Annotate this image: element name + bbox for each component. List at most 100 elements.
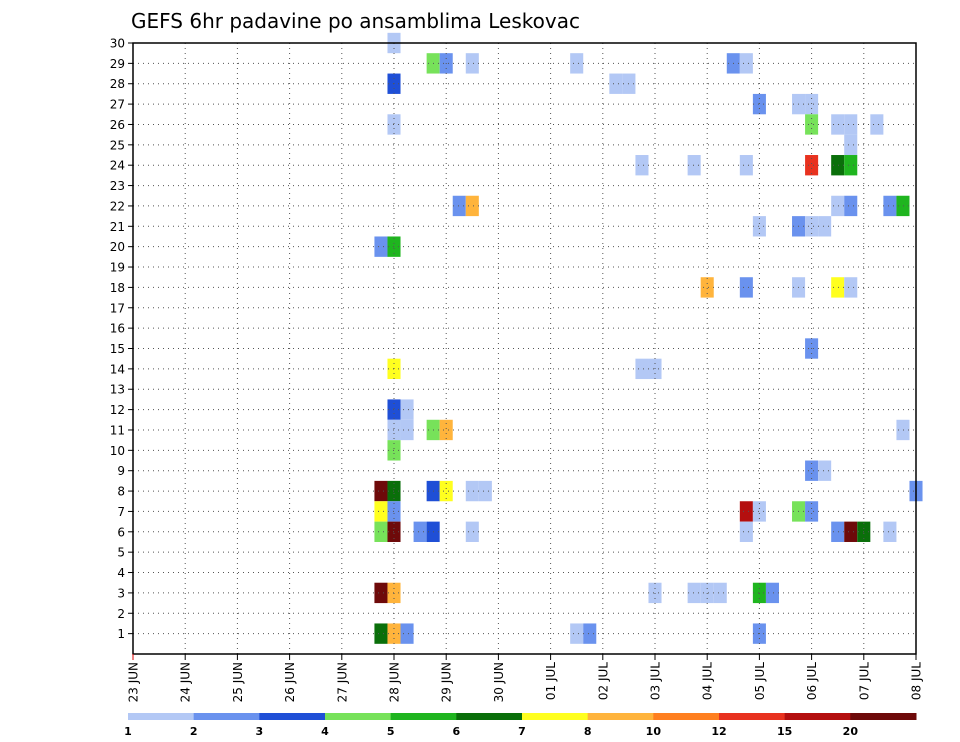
- heatmap-cell: [844, 134, 858, 156]
- x-tick-label: 28 JUN: [388, 662, 402, 702]
- heatmap-cell: [400, 623, 414, 644]
- heatmap-cell: [739, 53, 753, 74]
- heatmap-cell: [844, 521, 858, 542]
- heatmap-cell: [739, 277, 753, 298]
- heatmap-cell: [374, 236, 388, 257]
- heatmap-cell: [687, 155, 701, 176]
- x-tick-label: 05 JUL: [753, 662, 767, 700]
- x-tick-label: 03 JUL: [649, 662, 663, 700]
- heatmap-cell: [818, 460, 832, 481]
- y-tick-label: 30: [110, 37, 125, 51]
- x-tick-label: 26 JUN: [283, 662, 297, 702]
- heatmap-cell: [452, 195, 466, 217]
- y-tick-label: 20: [110, 240, 125, 254]
- heatmap-cell: [870, 114, 884, 135]
- y-tick-label: 18: [110, 281, 125, 295]
- x-tick-label: 07 JUL: [857, 662, 871, 700]
- heatmap-cell: [805, 93, 819, 115]
- heatmap-cell: [465, 195, 479, 217]
- x-tick-label: 08 JUL: [910, 662, 924, 700]
- y-tick-label: 23: [110, 179, 125, 193]
- y-axis-ticks: 1234567891011121314151617181920212223242…: [110, 37, 133, 641]
- heatmap-cell: [844, 277, 858, 298]
- y-tick-label: 2: [117, 607, 125, 621]
- y-tick-label: 12: [110, 403, 125, 417]
- colorbar-swatch: [325, 713, 392, 720]
- colorbar-label: 6: [453, 725, 461, 738]
- y-tick-label: 24: [110, 159, 125, 173]
- heatmap-cell: [387, 521, 401, 542]
- colorbar-label: 2: [190, 725, 198, 738]
- heatmap-cell: [465, 480, 479, 502]
- heatmap-cell: [896, 419, 910, 441]
- colorbar-label: 1: [124, 725, 132, 738]
- y-tick-label: 17: [110, 301, 125, 315]
- y-tick-label: 28: [110, 77, 125, 91]
- y-tick-label: 9: [117, 464, 125, 478]
- colorbar-swatch: [259, 713, 326, 720]
- x-tick-label: 29 JUN: [440, 662, 454, 702]
- heatmap-cell: [387, 501, 401, 522]
- heatmap-cell: [374, 582, 388, 604]
- x-tick-label: 24 JUN: [179, 662, 193, 702]
- y-tick-label: 7: [117, 505, 125, 519]
- colorbar-label: 20: [843, 725, 859, 738]
- y-tick-label: 19: [110, 261, 125, 275]
- heatmap-cell: [883, 521, 897, 542]
- heatmap-cell: [387, 399, 401, 420]
- heatmap-cell: [765, 582, 779, 604]
- heatmap-cell: [413, 521, 427, 542]
- colorbar-swatch: [653, 713, 720, 720]
- heatmap-cell: [752, 582, 766, 604]
- heatmap-cell: [805, 216, 819, 237]
- colorbar-swatch: [522, 713, 589, 720]
- colorbar-swatch: [193, 713, 260, 720]
- heatmap-cell: [478, 480, 492, 502]
- y-tick-label: 29: [110, 57, 125, 71]
- heatmap-cell: [374, 521, 388, 542]
- y-tick-label: 25: [110, 138, 125, 152]
- heatmap-cell: [387, 582, 401, 604]
- x-tick-label: 23 JUN: [127, 662, 141, 702]
- y-tick-label: 6: [117, 525, 125, 539]
- heatmap-cell: [831, 114, 845, 135]
- heatmap-cell: [752, 216, 766, 237]
- y-tick-label: 13: [110, 383, 125, 397]
- heatmap-cell: [739, 501, 753, 522]
- chart-title: GEFS 6hr padavine po ansamblima Leskovac: [131, 9, 580, 33]
- heatmap-cell: [739, 521, 753, 542]
- colorbar-label: 5: [387, 725, 395, 738]
- colorbar-swatch: [390, 713, 457, 720]
- colorbar-label: 3: [256, 725, 264, 738]
- heatmap-cell: [635, 358, 649, 380]
- heatmap-cell: [400, 419, 414, 441]
- heatmap-cell: [713, 582, 727, 604]
- heatmap-cell: [387, 440, 401, 461]
- colorbar-label: 10: [646, 725, 662, 738]
- y-tick-label: 10: [110, 444, 125, 458]
- colorbar-label: 7: [518, 725, 526, 738]
- heatmap-cell: [883, 195, 897, 217]
- colorbar-label: 8: [584, 725, 592, 738]
- heatmap-cell: [648, 582, 662, 604]
- y-tick-label: 22: [110, 199, 125, 213]
- x-axis-ticks: 23 JUN 24 JUN 25 JUN 26 JUN 27 JUN 28 JUN 29 J…: [127, 654, 924, 702]
- heatmap-cell: [844, 114, 858, 135]
- y-tick-label: 27: [110, 98, 125, 112]
- heatmap-cell: [387, 419, 401, 441]
- x-tick-label: 02 JUL: [596, 662, 610, 700]
- colorbar-label: 4: [321, 725, 329, 738]
- heatmap-cell: [374, 501, 388, 522]
- colorbar-swatch: [784, 713, 851, 720]
- heatmap-cell: [465, 521, 479, 542]
- y-tick-label: 14: [110, 362, 125, 376]
- x-tick-label: 06 JUL: [805, 662, 819, 700]
- y-tick-label: 16: [110, 322, 125, 336]
- x-tick-label: 25 JUN: [231, 662, 245, 702]
- heatmap-cell: [387, 236, 401, 257]
- y-tick-label: 8: [117, 485, 125, 499]
- colorbar-swatch: [587, 713, 654, 720]
- heatmap-cell: [583, 623, 597, 644]
- heatmap-cell: [700, 277, 714, 298]
